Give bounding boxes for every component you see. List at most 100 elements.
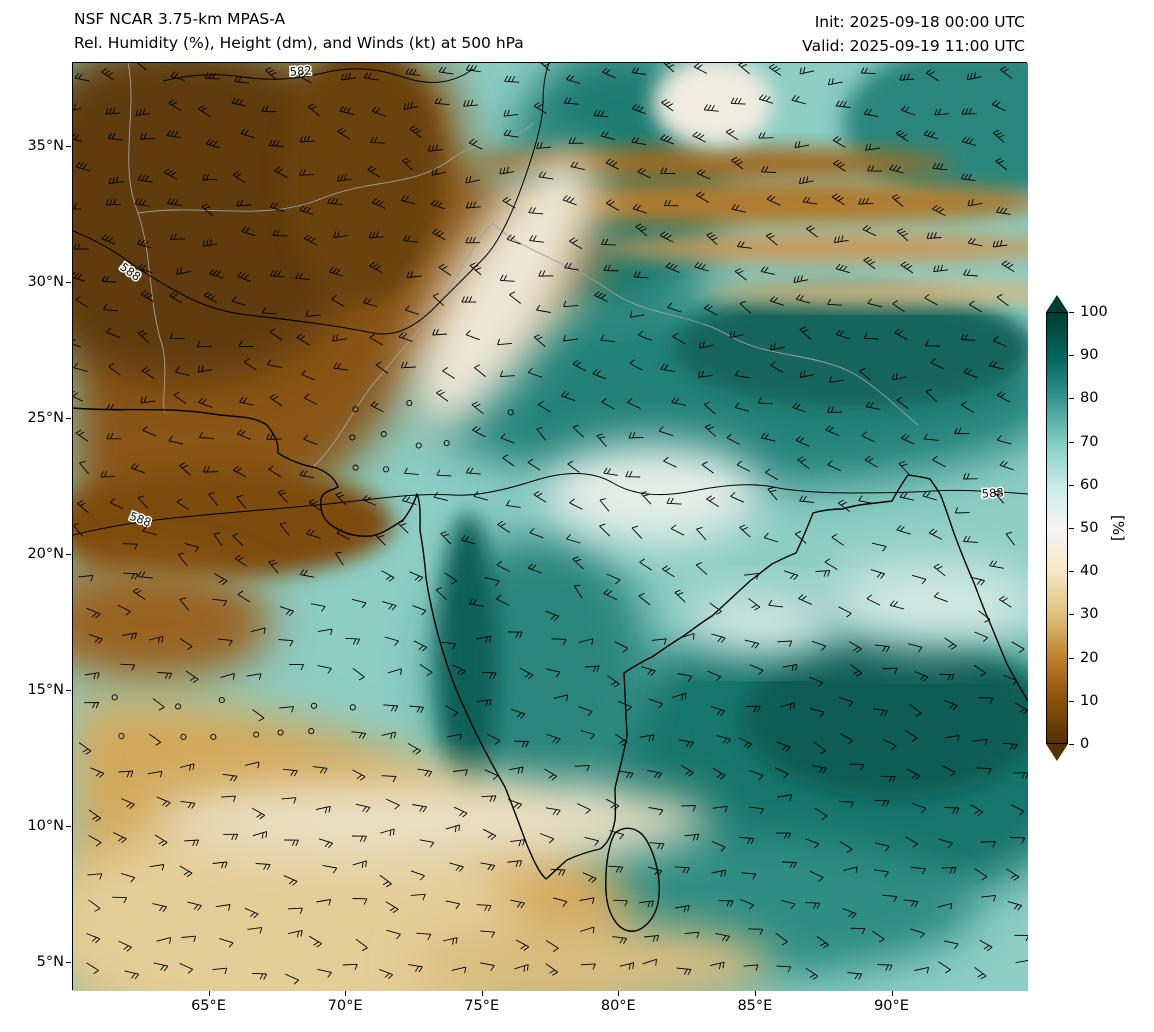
- wind-barb: [993, 336, 1007, 348]
- wind-barb: [835, 263, 851, 274]
- wind-barb: [287, 907, 303, 914]
- wind-barb: [168, 99, 182, 112]
- wind-barb: [510, 899, 525, 909]
- wind-barb: [336, 174, 352, 182]
- wind-barb: [781, 861, 797, 869]
- wind-barb: [758, 132, 774, 139]
- wind-barb: [476, 904, 492, 912]
- wind-barb: [279, 522, 290, 536]
- wind-barb: [914, 966, 930, 974]
- wind-barb: [904, 836, 919, 848]
- wind-barb: [978, 697, 994, 704]
- wind-barb: [631, 525, 643, 539]
- wind-barb: [453, 806, 468, 818]
- wind-barb: [508, 766, 524, 774]
- wind-barb: [599, 498, 610, 512]
- wind-barb: [695, 191, 710, 203]
- colorbar-tick-mark: [1069, 484, 1074, 486]
- wind-barb: [939, 674, 955, 681]
- wind-barb: [726, 433, 740, 445]
- wind-barb: [105, 107, 121, 115]
- wind-barb: [298, 169, 314, 176]
- wind-barb: [899, 491, 915, 501]
- wind-barb: [179, 962, 194, 974]
- wind-barb: [843, 866, 858, 874]
- contour-label: 582: [289, 63, 312, 78]
- calm-wind-circle: [349, 434, 356, 441]
- wind-barb: [400, 361, 416, 369]
- wind-barb: [87, 873, 103, 880]
- wind-barb: [739, 300, 752, 314]
- wind-barb: [943, 940, 959, 950]
- wind-barb: [198, 105, 211, 118]
- wind-barb: [352, 860, 368, 869]
- wind-barb: [185, 670, 199, 683]
- wind-barb: [638, 592, 651, 606]
- wind-barb: [563, 334, 578, 342]
- wind-barb: [932, 204, 946, 217]
- wind-barb: [992, 129, 1005, 143]
- wind-barb: [867, 164, 883, 172]
- wind-barb: [739, 524, 751, 538]
- wind-barb: [540, 63, 551, 72]
- wind-barb: [231, 296, 246, 306]
- wind-barb: [930, 358, 944, 370]
- wind-barb: [142, 425, 157, 437]
- wind-barb: [217, 638, 233, 647]
- wind-barb: [234, 554, 248, 567]
- wind-barb: [86, 962, 99, 975]
- wind-barb: [858, 197, 874, 205]
- colorbar-tick-label: 0: [1080, 736, 1090, 752]
- wind-barb: [839, 696, 854, 707]
- wind-barb: [84, 672, 100, 680]
- wind-barb: [594, 291, 608, 302]
- wind-barb: [647, 769, 663, 779]
- wind-barb: [736, 460, 751, 472]
- wind-barb: [777, 640, 793, 647]
- y-tick-label: 25°N: [27, 410, 64, 426]
- wind-barb: [775, 767, 789, 779]
- wind-barb: [644, 934, 660, 942]
- wind-barb: [88, 809, 102, 822]
- wind-barb: [370, 136, 386, 144]
- wind-barb: [582, 872, 597, 883]
- wind-barb: [613, 899, 628, 907]
- colorbar-tick-mark: [1069, 744, 1074, 745]
- wind-barb: [606, 573, 621, 585]
- wind-barb: [269, 202, 284, 212]
- wind-barb: [744, 572, 759, 580]
- wind-barb: [894, 328, 908, 340]
- wind-barb: [674, 866, 690, 874]
- wind-barb: [676, 967, 692, 976]
- wind-barb: [882, 894, 898, 903]
- wind-barb: [73, 390, 83, 402]
- wind-barb: [701, 461, 714, 474]
- wind-barb: [827, 77, 843, 86]
- calm-wind-circle: [382, 466, 390, 473]
- wind-barb: [364, 72, 379, 81]
- wind-barb: [734, 402, 750, 412]
- wind-barb: [1010, 804, 1025, 816]
- wind-barb: [911, 866, 926, 875]
- wind-barb: [232, 532, 244, 547]
- wind-barb: [923, 433, 939, 441]
- wind-barb: [167, 198, 182, 207]
- wind-barb: [406, 271, 422, 278]
- wind-barb: [600, 238, 616, 246]
- wind-barb: [718, 900, 734, 907]
- contour-588-nw: [73, 63, 550, 335]
- calm-wind-circle: [175, 703, 182, 710]
- wind-barb: [137, 571, 153, 579]
- wind-barb: [106, 403, 122, 411]
- wind-barb: [409, 705, 425, 713]
- calm-wind-circle: [118, 732, 125, 740]
- wind-barb: [463, 99, 479, 107]
- wind-barb: [351, 731, 367, 739]
- wind-barb: [476, 635, 492, 644]
- wind-barb: [502, 196, 516, 209]
- wind-barb: [468, 598, 484, 607]
- colorbar-tick-mark: [1069, 528, 1074, 529]
- wind-barb: [862, 225, 877, 237]
- wind-barb: [551, 638, 567, 646]
- wind-barb: [578, 706, 593, 717]
